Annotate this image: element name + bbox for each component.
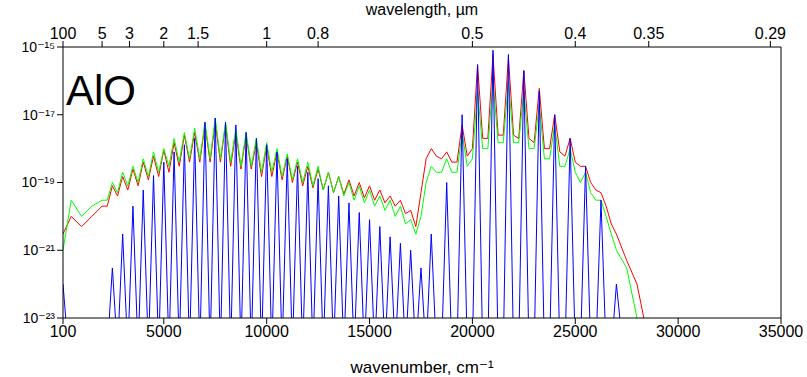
svg-text:2: 2	[159, 25, 168, 42]
svg-text:0.35: 0.35	[633, 25, 664, 42]
svg-text:10⁻²³: 10⁻²³	[23, 310, 56, 326]
svg-text:10000: 10000	[244, 323, 289, 340]
svg-text:wavelength, µm: wavelength, µm	[365, 1, 478, 18]
svg-text:100: 100	[49, 25, 77, 42]
svg-text:10⁻¹⁷: 10⁻¹⁷	[22, 107, 55, 123]
svg-text:100: 100	[49, 323, 77, 341]
svg-text:10⁻²¹: 10⁻²¹	[23, 242, 56, 258]
svg-text:0.29: 0.29	[755, 25, 786, 42]
svg-text:10⁻¹⁹: 10⁻¹⁹	[21, 174, 55, 190]
svg-text:25000: 25000	[553, 323, 598, 340]
svg-text:wavenumber, cm⁻¹: wavenumber, cm⁻¹	[349, 358, 493, 377]
html-text:AlO: AlO	[66, 67, 136, 114]
svg-text:0.4: 0.4	[564, 25, 586, 42]
svg-text:15000: 15000	[347, 323, 392, 340]
svg-text:1: 1	[262, 25, 271, 42]
svg-text:35000: 35000	[759, 323, 804, 340]
svg-text:10⁻¹⁵: 10⁻¹⁵	[22, 39, 55, 55]
svg-text:3: 3	[125, 25, 134, 42]
svg-text:20000: 20000	[450, 323, 495, 340]
svg-text:0.5: 0.5	[461, 25, 483, 42]
svg-text:5000: 5000	[146, 323, 182, 340]
svg-text:1.5: 1.5	[187, 25, 209, 42]
svg-text:30000: 30000	[656, 323, 701, 340]
svg-text:5: 5	[98, 25, 107, 42]
svg-text:0.8: 0.8	[307, 25, 329, 42]
